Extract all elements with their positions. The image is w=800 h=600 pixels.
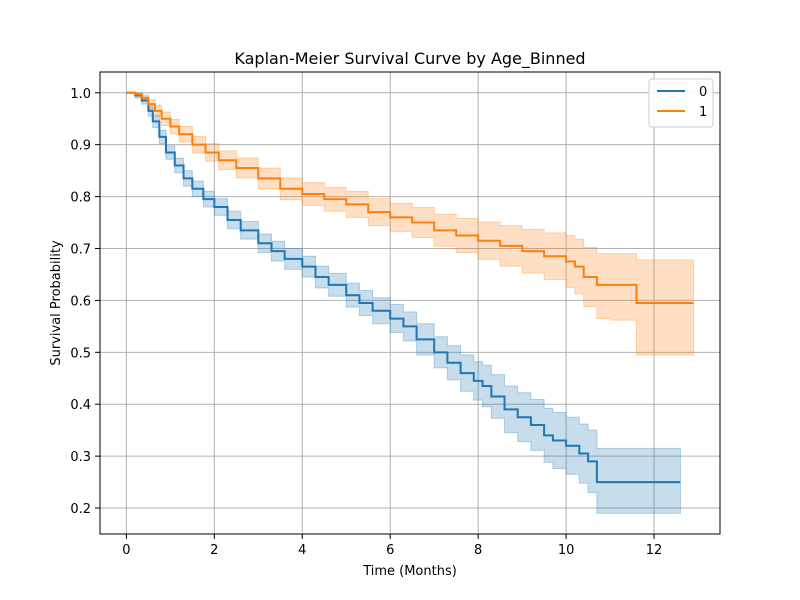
y-tick-label: 0.8: [70, 191, 91, 206]
gridlines: [100, 72, 720, 534]
survival-lines: [126, 91, 694, 484]
y-tick-label: 0.3: [70, 450, 91, 465]
y-tick-label: 0.7: [70, 242, 91, 257]
chart-title: Kaplan-Meier Survival Curve by Age_Binne…: [234, 49, 585, 69]
confidence-band-1: [126, 92, 695, 356]
y-tick-label: 0.5: [70, 346, 91, 361]
legend-label-1: 1: [699, 105, 707, 120]
x-tick-label: 2: [210, 543, 218, 558]
x-axis-title: Time (Months): [362, 564, 457, 579]
y-axis-title: Survival Probability: [49, 240, 64, 366]
x-tick-label: 4: [298, 543, 306, 558]
survival-line-0: [126, 91, 681, 484]
x-tick-label: 8: [474, 543, 482, 558]
x-axis-ticks: 0 2 4 6 8 10 12: [122, 534, 662, 558]
x-tick-label: 12: [646, 543, 663, 558]
y-tick-label: 1.0: [70, 87, 91, 102]
survival-line-1: [126, 91, 694, 304]
y-tick-label: 0.9: [70, 139, 91, 154]
y-tick-label: 0.6: [70, 294, 91, 309]
y-tick-label: 0.4: [70, 398, 91, 413]
x-tick-label: 10: [558, 543, 575, 558]
plot-area: [99, 71, 721, 535]
x-tick-label: 0: [122, 543, 130, 558]
legend: 0 1: [648, 78, 714, 128]
y-tick-label: 0.2: [70, 502, 91, 517]
legend-label-0: 0: [699, 85, 707, 100]
y-axis-ticks: 0.2 0.3 0.4 0.5 0.6 0.7 0.8 0.9 1.0: [70, 87, 100, 517]
x-tick-label: 6: [386, 543, 394, 558]
plot-frame: [99, 71, 721, 535]
